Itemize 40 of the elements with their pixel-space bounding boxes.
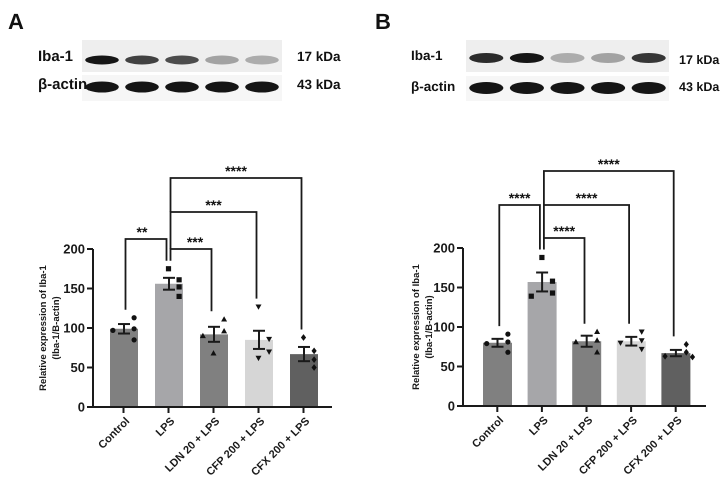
text: **** [598, 156, 620, 172]
text: β-actin [411, 79, 456, 94]
text: **** [225, 163, 248, 179]
text: β-actin [38, 76, 88, 93]
y-axis-title: Relative expression of Iba-1 (Iba-1/B-actin) [38, 264, 62, 391]
bar [528, 282, 557, 406]
bar [110, 328, 138, 407]
text: Iba-1 [38, 48, 74, 65]
annotation: *** [186, 234, 204, 250]
y-tick-label: 100 [433, 320, 455, 335]
bar [483, 342, 512, 406]
text: **** [576, 190, 598, 206]
bar [290, 354, 318, 407]
bar [661, 353, 690, 406]
text: *** [205, 197, 222, 213]
text: 17 kDa [297, 49, 342, 64]
text: 17 kDa [679, 53, 720, 67]
bar [616, 341, 646, 406]
chart-title: A [8, 9, 24, 34]
text: 43 kDa [297, 77, 342, 92]
y-tick-label: 150 [63, 281, 85, 296]
text: 43 kDa [679, 80, 720, 94]
bar [245, 340, 273, 407]
bar [155, 284, 183, 407]
text: **** [553, 223, 576, 239]
y-tick-label: 0 [448, 398, 455, 414]
y-tick-label: 0 [78, 400, 85, 415]
y-tick-label: 50 [440, 359, 455, 374]
text: Iba-1 [411, 48, 443, 63]
chart-title: B [375, 9, 391, 34]
text: ** [136, 224, 148, 240]
y-tick-label: 200 [433, 240, 455, 256]
y-tick-label: 150 [433, 280, 455, 296]
text: **** [508, 190, 532, 206]
y-tick-label: 200 [63, 242, 85, 257]
y-axis-title: Relative expression of Iba-1 (Iba-1/B-actin) [411, 263, 435, 390]
y-tick-label: 100 [63, 320, 85, 336]
bar [200, 334, 228, 407]
y-tick-label: 50 [70, 360, 85, 376]
bar [572, 341, 602, 406]
